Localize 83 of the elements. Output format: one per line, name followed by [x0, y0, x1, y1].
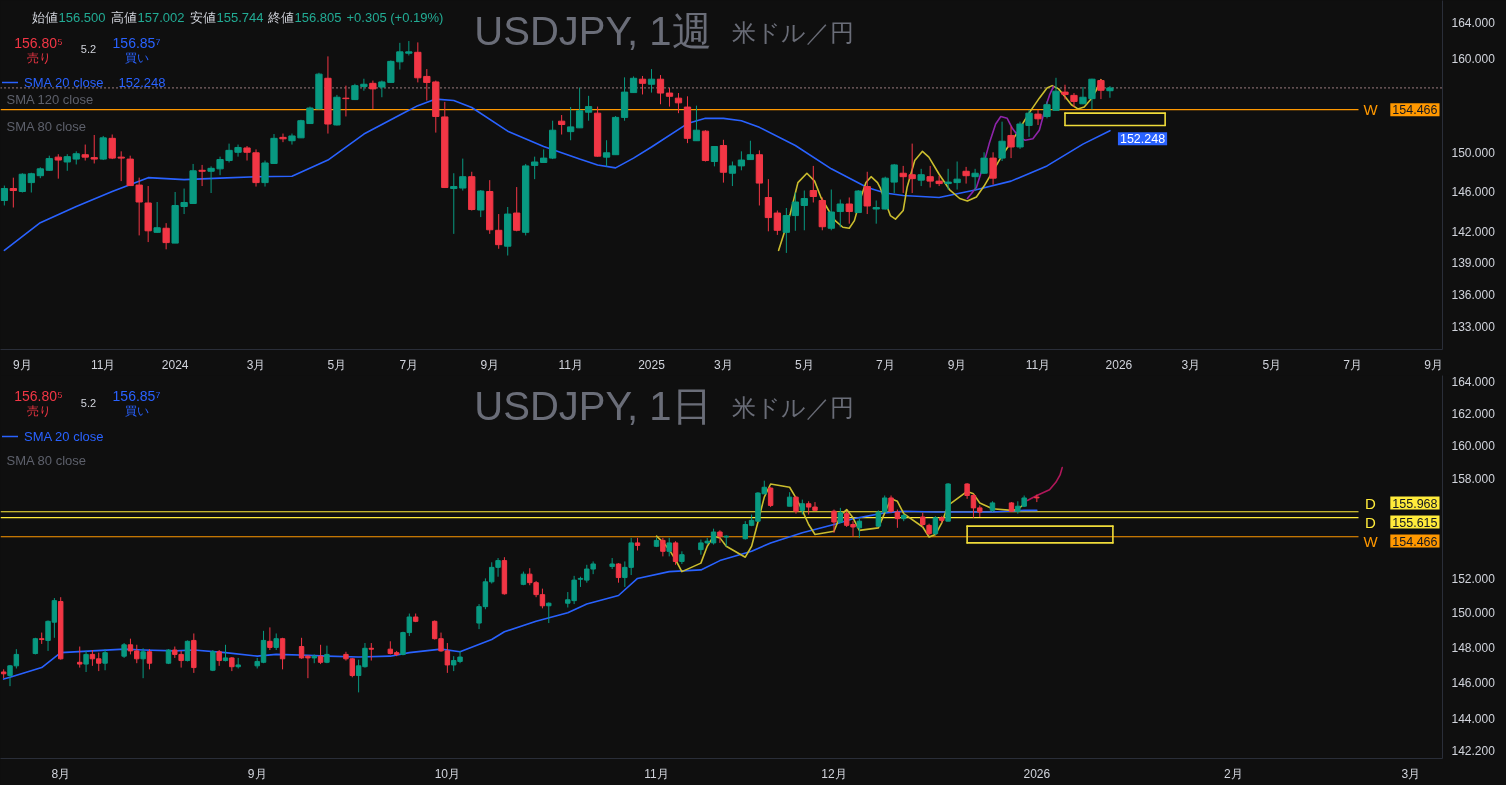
annotation: 売り	[26, 50, 51, 65]
x-tick-label: 12月	[821, 766, 847, 781]
annotation: 152.248	[118, 75, 166, 90]
x-tick-label: 9月	[12, 357, 32, 372]
annotation: 5.2	[80, 396, 97, 409]
data-label: 152.248	[1119, 132, 1166, 147]
y-tick-label: 144.000	[1451, 711, 1496, 726]
chart-title: USDJPY, 1日	[474, 383, 712, 428]
chart-title: USDJPY, 1週	[474, 8, 712, 53]
x-tick-label: 7月	[875, 357, 895, 372]
x-tick-label: 11月	[558, 357, 583, 372]
annotation: 156.80⁵	[14, 34, 63, 51]
x-tick-label: 2026	[1105, 357, 1133, 372]
annotation: 155.968	[1392, 496, 1438, 511]
y-tick-label: 133.000	[1451, 320, 1496, 335]
annotation: 買い	[124, 403, 149, 418]
x-tick-label: 11月	[1025, 357, 1051, 372]
x-tick-label: 3月	[246, 357, 266, 372]
y-tick-label: 162.000	[1451, 407, 1496, 422]
x-tick-label: 11月	[91, 357, 116, 372]
text: 米ドル／円	[731, 394, 854, 421]
x-tick-label: 8月	[51, 766, 71, 781]
x-tick-label: 9月	[947, 357, 967, 372]
x-tick-label: 10月	[434, 766, 461, 781]
x-tick-label: 9月	[247, 766, 267, 781]
annotation: 154.466	[1392, 103, 1438, 118]
y-tick-label: 139.000	[1451, 256, 1496, 271]
text: SMA 20 close	[24, 428, 104, 444]
annotation: 始値	[31, 10, 58, 25]
y-tick-label: 152.000	[1451, 571, 1496, 586]
x-tick-label: 3月	[714, 357, 733, 372]
annotation: SMA 80 close	[6, 119, 86, 134]
ref-line-label: D	[1365, 513, 1377, 531]
annotation: 売り	[26, 403, 51, 418]
annotation: 高値	[110, 10, 137, 25]
x-tick-label: 5月	[327, 357, 347, 372]
y-tick-label: 146.000	[1451, 185, 1496, 200]
x-tick-label: 7月	[1343, 357, 1362, 372]
y-tick-label: 164.000	[1451, 16, 1496, 31]
y-tick-label: 164.000	[1451, 375, 1496, 390]
y-tick-label: 160.000	[1451, 439, 1496, 454]
x-tick-label: 3月	[1181, 357, 1201, 372]
annotation: SMA 120 close	[6, 92, 94, 107]
annotation: 156.500	[58, 10, 106, 25]
y-tick-label: 148.000	[1451, 640, 1496, 655]
y-tick-label: 142.000	[1451, 225, 1496, 240]
x-tick-label: 5月	[1262, 357, 1282, 372]
ref-line-label: W	[1363, 101, 1379, 119]
x-tick-label: 9月	[480, 357, 500, 372]
legend-label: SMA 20 close	[24, 74, 104, 90]
x-tick-label: 11月	[644, 766, 669, 781]
y-tick-label: 150.000	[1451, 606, 1496, 621]
x-tick-label: 2024	[161, 357, 189, 372]
x-tick-label: 2026	[1023, 766, 1051, 781]
annotation: 5.2	[80, 42, 97, 55]
annotation: 安値	[189, 10, 216, 25]
annotation: 終値	[266, 10, 294, 25]
x-tick-label: 2025	[638, 357, 666, 372]
ref-line-label: D	[1365, 494, 1377, 512]
y-tick-label: 136.000	[1451, 287, 1496, 302]
annotation: 156.805	[294, 10, 342, 25]
annotation: 買い	[124, 50, 149, 65]
annotation: 155.615	[1392, 515, 1438, 530]
annotation: 154.466	[1392, 534, 1438, 549]
annotation: 156.85⁷	[112, 387, 161, 404]
x-tick-label: 9月	[1424, 357, 1443, 372]
y-tick-label: 146.000	[1451, 676, 1496, 691]
annotation: 155.744	[216, 10, 264, 25]
annotation: 156.80⁵	[14, 387, 63, 404]
x-tick-label: 3月	[1401, 766, 1421, 781]
text: 米ドル／円	[731, 19, 854, 46]
y-tick-label: 160.000	[1451, 52, 1496, 67]
y-tick-label: 142.200	[1451, 744, 1496, 759]
x-tick-label: 2月	[1223, 766, 1243, 781]
annotation: SMA 80 close	[6, 453, 86, 468]
annotation: +0.305 (+0.19%)	[346, 10, 444, 25]
annotation: 157.002	[137, 10, 185, 25]
ref-line-label: W	[1363, 532, 1379, 550]
x-tick-label: 5月	[794, 357, 814, 372]
x-tick-label: 7月	[399, 357, 419, 372]
y-tick-label: 150.000	[1451, 145, 1496, 160]
y-tick-label: 158.000	[1451, 471, 1496, 486]
annotation: 156.85⁷	[112, 34, 161, 51]
